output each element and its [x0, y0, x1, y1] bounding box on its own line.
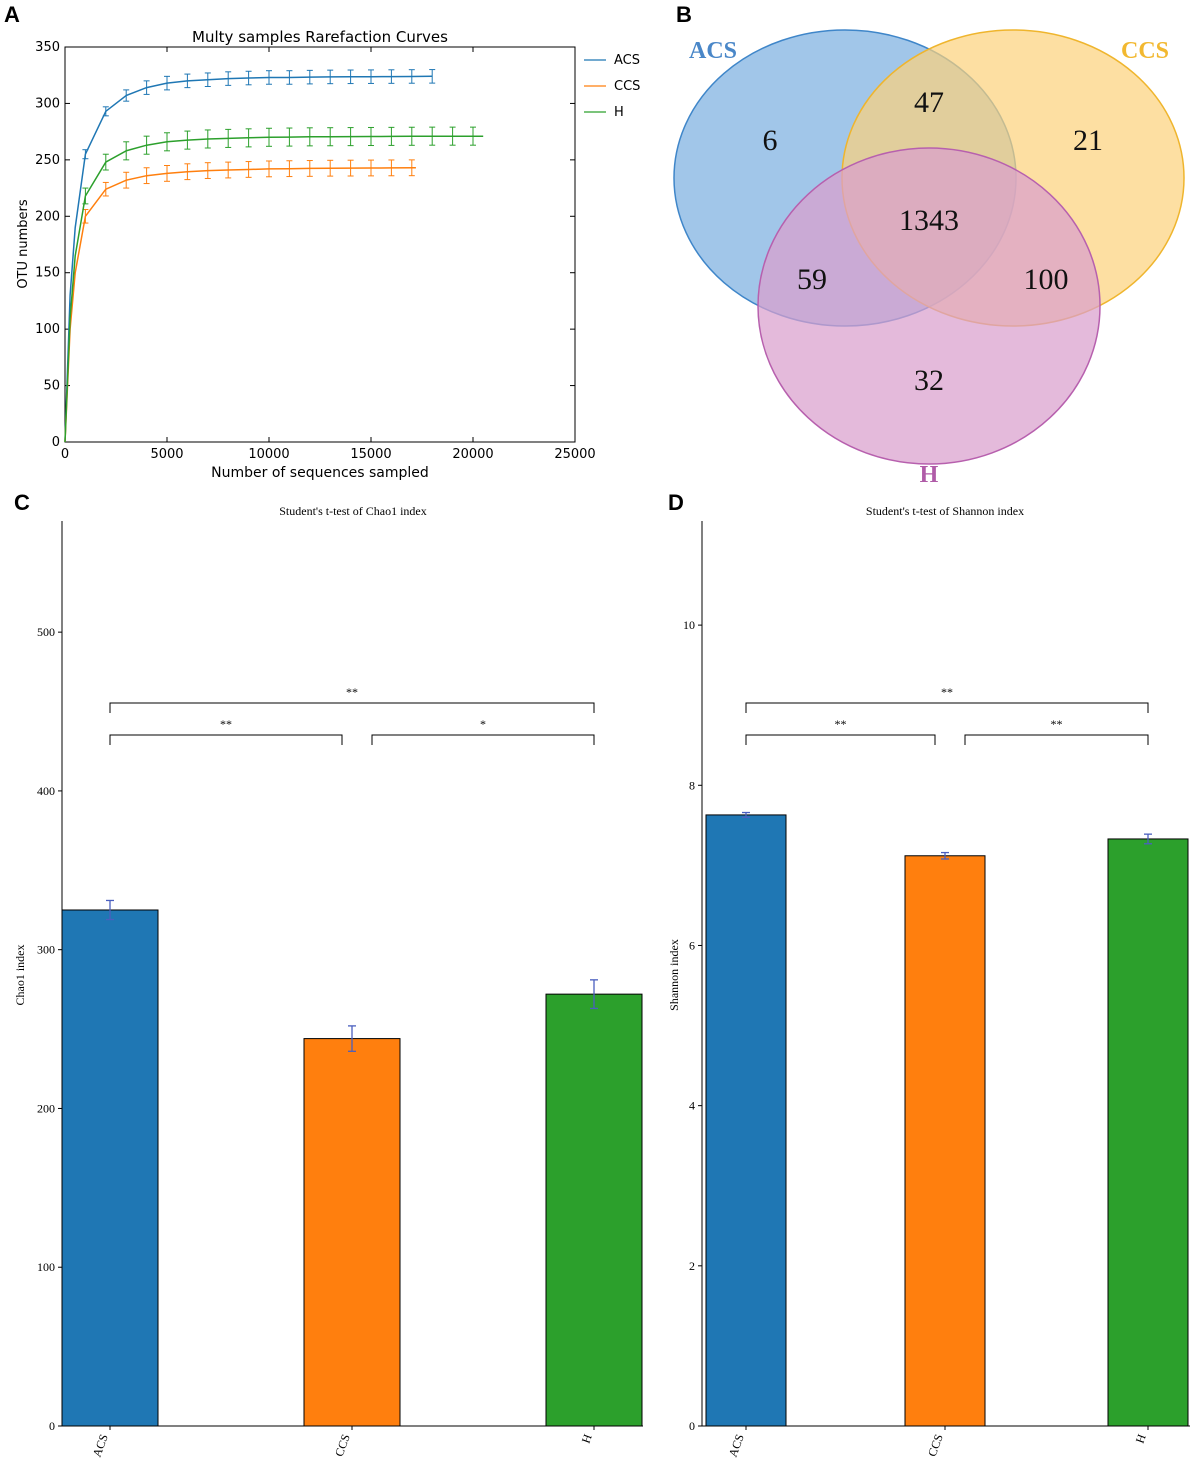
y-tick-label: 250 — [35, 153, 60, 168]
venn-region-acs-ccs: 47 — [914, 86, 944, 119]
venn-label-ccs: CCS — [1121, 38, 1169, 64]
significance-bracket — [745, 702, 1149, 713]
venn-region-acs-h: 59 — [797, 263, 827, 296]
y-tick-label: 300 — [37, 943, 55, 957]
chart-a-y-axis-label: OTU numbers — [16, 199, 31, 289]
significance-bracket — [964, 734, 1149, 745]
y-tick-label: 200 — [35, 209, 60, 224]
chart-a-x-axis-label: Number of sequences sampled — [211, 465, 429, 481]
chart-a-title: Multy samples Rarefaction Curves — [192, 28, 448, 46]
panel-letter-b: B — [676, 2, 692, 27]
y-tick-label: 300 — [35, 96, 60, 111]
y-tick-label: 100 — [37, 1260, 55, 1274]
y-tick-label: 0 — [49, 1419, 55, 1433]
chart-c-y-axis-label: Chao1 index — [13, 945, 27, 1006]
y-tick-label: 350 — [35, 40, 60, 55]
venn-region-ccs-h: 100 — [1024, 263, 1069, 296]
x-tick-label-h: H — [579, 1432, 595, 1445]
series-line-h — [64, 135, 484, 443]
x-tick-label-acs: ACS — [726, 1432, 747, 1459]
significance-label: ** — [941, 685, 953, 699]
x-tick-label: 0 — [61, 447, 69, 462]
significance-bracket — [109, 734, 343, 745]
chart-a-x-ticks: 0 5000 10000 15000 20000 25000 — [61, 47, 596, 462]
y-tick-label: 400 — [37, 784, 55, 798]
rarefaction-chart: Multy samples Rarefaction Curves 0 5000 10… — [16, 28, 640, 481]
y-tick-label: 10 — [683, 618, 695, 632]
significance-bracket — [109, 702, 595, 713]
bar-acs — [61, 909, 159, 1427]
panel-letter-d: D — [668, 490, 684, 515]
x-tick-label: 15000 — [350, 447, 391, 462]
bar-ccs — [904, 855, 986, 1427]
series-line-ccs — [64, 167, 416, 443]
panel-letter-c: C — [14, 490, 30, 515]
chart-a-y-ticks: 0 50 100 150 200 250 300 350 — [35, 40, 575, 450]
significance-label: ** — [1051, 717, 1063, 731]
y-tick-label: 0 — [52, 435, 60, 450]
x-tick-label-ccs: CCS — [332, 1432, 353, 1458]
x-tick-label: 5000 — [150, 447, 183, 462]
venn-diagram: ACS CCS H 6 21 47 1343 59 100 32 — [673, 29, 1185, 488]
y-tick-label: 2 — [689, 1259, 695, 1273]
bar-h — [1107, 838, 1189, 1427]
venn-circle-h — [757, 147, 1101, 465]
chart-a-legend: ACS CCS H — [584, 53, 640, 120]
significance-label: ** — [835, 717, 847, 731]
y-tick-label: 0 — [689, 1419, 695, 1433]
significance-bracket — [371, 734, 595, 745]
venn-region-h-only: 32 — [914, 364, 944, 397]
chart-a-series — [64, 69, 484, 443]
x-tick-label: 25000 — [554, 447, 595, 462]
x-tick-label-ccs: CCS — [925, 1432, 946, 1458]
y-tick-label: 100 — [35, 322, 60, 337]
chao1-bar-chart: Student's t-test of Chao1 index 0 100 200 3… — [13, 504, 643, 1459]
x-tick-label: 20000 — [452, 447, 493, 462]
venn-label-h: H — [920, 462, 939, 488]
chart-d-title: Student's t-test of Shannon index — [866, 504, 1024, 518]
y-tick-label: 150 — [35, 266, 60, 281]
venn-region-ccs-only: 21 — [1073, 124, 1103, 157]
bar-h — [545, 993, 643, 1427]
y-tick-label: 6 — [689, 938, 695, 952]
significance-label: * — [480, 717, 486, 731]
y-tick-label: 4 — [689, 1099, 695, 1113]
bar-ccs — [303, 1038, 401, 1427]
shannon-bar-chart: Student's t-test of Shannon index 0 2 4 6 8 1… — [667, 504, 1190, 1459]
y-tick-label: 8 — [689, 778, 695, 792]
chart-d-y-axis-label: Shannon index — [667, 939, 681, 1011]
venn-region-acs-only: 6 — [763, 124, 778, 157]
legend-label-acs: ACS — [614, 53, 640, 68]
venn-label-acs: ACS — [689, 38, 737, 64]
venn-region-all: 1343 — [899, 204, 959, 237]
x-tick-label: 10000 — [248, 447, 289, 462]
chart-a-plot-frame — [64, 46, 576, 443]
significance-label: ** — [220, 717, 232, 731]
panel-letter-a: A — [4, 2, 20, 27]
y-tick-label: 50 — [43, 379, 60, 394]
x-tick-label-acs: ACS — [90, 1432, 111, 1459]
y-tick-label: 200 — [37, 1101, 55, 1115]
significance-bracket — [745, 734, 936, 745]
bar-acs — [705, 814, 787, 1427]
chart-c-title: Student's t-test of Chao1 index — [279, 504, 426, 518]
significance-label: ** — [346, 685, 358, 699]
y-tick-label: 500 — [37, 625, 55, 639]
x-tick-label-h: H — [1133, 1432, 1149, 1445]
legend-label-ccs: CCS — [614, 79, 640, 94]
chart-d-body: 0 2 4 6 8 10 ACS CCS H ** ** ** — [683, 521, 1190, 1459]
legend-label-h: H — [614, 105, 624, 120]
